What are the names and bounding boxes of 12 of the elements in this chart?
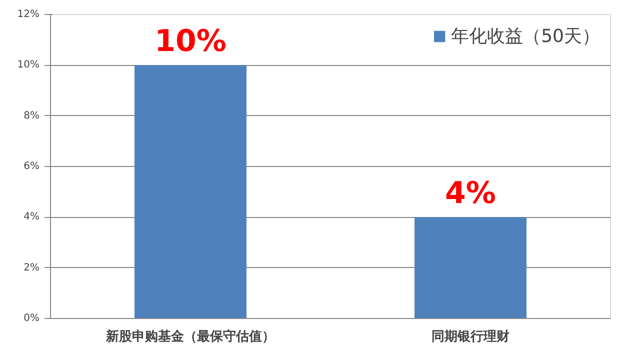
y-tick-label: 10% [17, 60, 40, 71]
y-tick-label: 0% [24, 313, 40, 324]
data-label: 4% [445, 176, 496, 212]
y-tick-label: 8% [24, 110, 40, 122]
data-label: 10% [154, 24, 226, 60]
legend-label: 年化收益（50天） [451, 25, 600, 48]
y-tick-label: 6% [24, 161, 40, 172]
x-tick-label: 同期银行理财 [432, 330, 510, 344]
y-tick-label: 2% [24, 262, 40, 274]
x-tick-label: 新股申购基金（最保守估值） [105, 328, 275, 344]
y-tick-label: 12% [17, 9, 40, 20]
y-tick-label: 4% [24, 212, 40, 223]
